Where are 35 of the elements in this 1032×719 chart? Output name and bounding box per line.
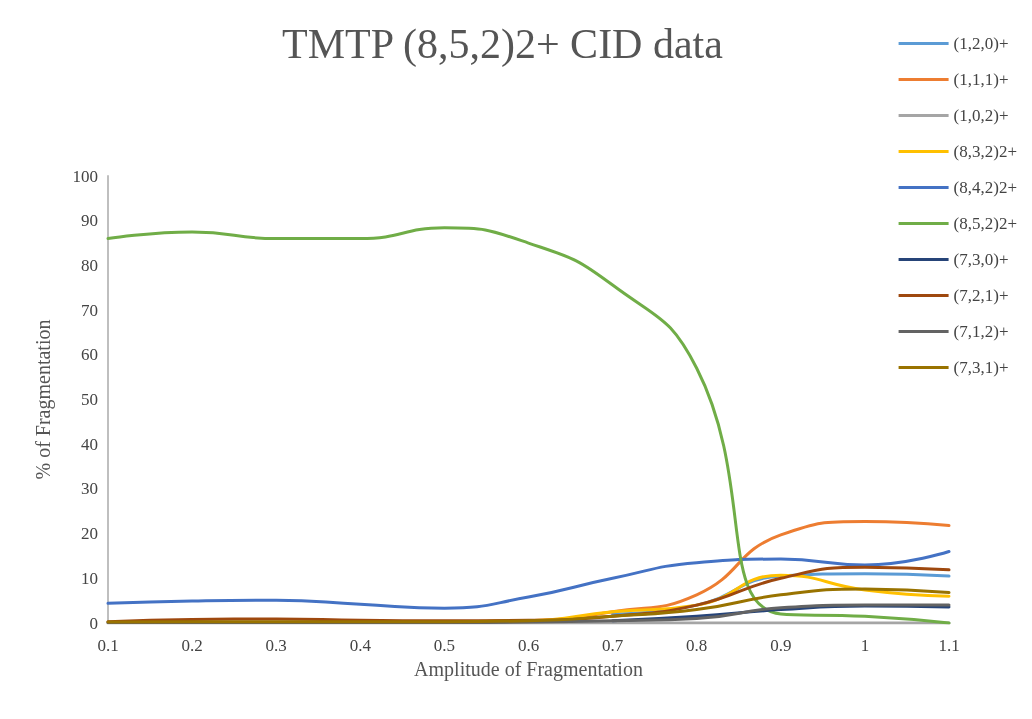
legend-label: (1,2,0)+ — [953, 34, 1009, 53]
y-tick-label: 60 — [81, 345, 98, 365]
y-tick-label: 50 — [81, 390, 98, 409]
x-tick-label: 1 — [860, 636, 870, 655]
y-tick-label: 30 — [81, 479, 98, 499]
x-axis-title: Amplitude of Fragmentation — [414, 657, 643, 681]
legend-label: (8,3,2)2+ — [953, 142, 1018, 161]
y-axis-title: % of Fragmentation — [32, 319, 55, 480]
x-tick-label: 0.5 — [433, 636, 456, 655]
legend-label: (8,5,2)2+ — [953, 214, 1018, 233]
legend-label: (1,0,2)+ — [953, 106, 1009, 125]
x-tick-label: 0.6 — [517, 636, 540, 655]
y-tick-label: 100 — [72, 166, 98, 186]
legend-label: (7,3,0)+ — [953, 250, 1009, 269]
y-tick-label: 80 — [81, 255, 98, 275]
x-tick-label: 0.1 — [97, 636, 119, 655]
x-tick-label: 0.2 — [181, 636, 203, 655]
y-tick-label: 40 — [81, 434, 98, 454]
x-tick-label: 0.7 — [601, 636, 624, 655]
x-tick-label: 0.3 — [265, 636, 287, 655]
y-tick-label: 20 — [81, 524, 98, 544]
legend-label: (1,1,1)+ — [953, 70, 1009, 89]
y-tick-label: 70 — [81, 300, 98, 320]
x-tick-label: 0.4 — [349, 636, 372, 655]
x-tick-label: 0.8 — [686, 636, 708, 655]
y-tick-label: 0 — [89, 613, 98, 633]
legend-label: (8,4,2)2+ — [953, 178, 1018, 197]
x-tick-label: 0.9 — [770, 636, 792, 655]
y-tick-label: 10 — [81, 568, 98, 588]
x-tick-label: 1.1 — [938, 636, 960, 655]
y-tick-label: 90 — [81, 211, 98, 231]
legend-label: (7,3,1)+ — [953, 358, 1009, 377]
chart-title: TMTP (8,5,2)2+ CID data — [282, 21, 724, 68]
legend-label: (7,2,1)+ — [953, 286, 1009, 305]
legend-label: (7,1,2)+ — [953, 322, 1009, 341]
